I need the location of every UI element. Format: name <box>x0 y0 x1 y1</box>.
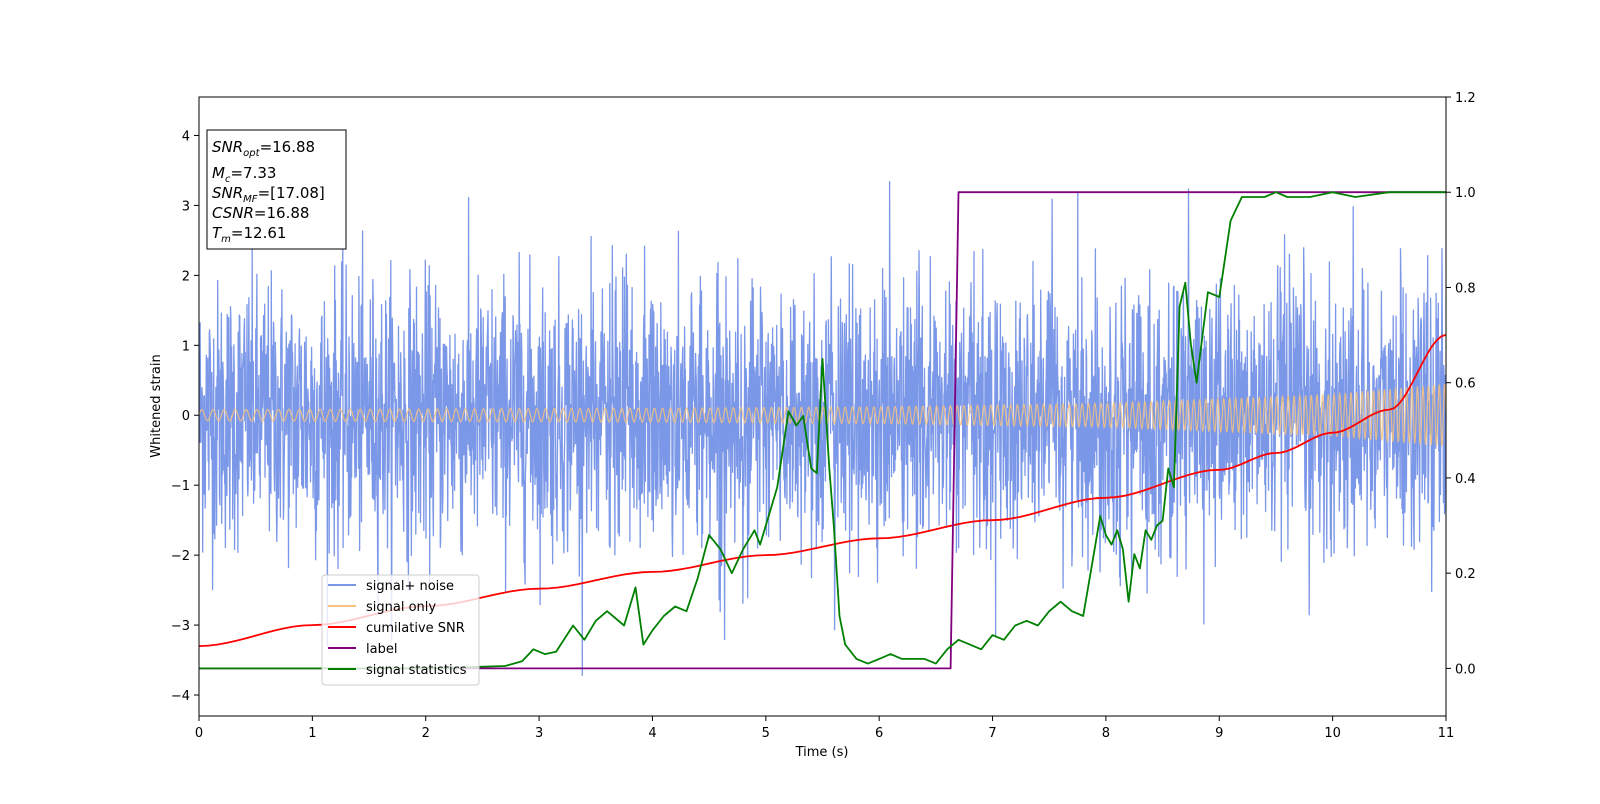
info-snr-opt-value: =16.88 <box>260 138 316 156</box>
y-tick-label: 0 <box>182 409 190 424</box>
info-csnr: CSNR=16.88 <box>212 204 309 222</box>
y-tick-label: 1 <box>182 339 190 354</box>
x-tick-label: 11 <box>1438 726 1455 741</box>
info-mc: Mc=7.33 <box>212 164 276 185</box>
info-csnr-symbol: CSNR <box>212 204 254 222</box>
info-csnr-value: =16.88 <box>254 204 310 222</box>
info-tm-value: =12.61 <box>231 224 287 242</box>
x-axis: 0 1 2 3 4 5 6 7 8 9 10 11 <box>195 716 1454 741</box>
legend: signal+ noise signal only cumilative SNR… <box>321 574 480 686</box>
legend-label-signal-noise: signal+ noise <box>366 579 454 594</box>
series-layer <box>199 180 1446 676</box>
info-snr-opt-subscript: opt <box>243 148 260 159</box>
info-mc-symbol: M <box>212 164 225 182</box>
series-signal-only-line <box>199 383 1446 447</box>
y2-tick-label: 0.4 <box>1455 472 1476 487</box>
info-snr-mf-symbol: SNR <box>212 184 243 202</box>
info-snr-mf: SNRMF=[17.08] <box>212 184 325 205</box>
y2-tick-label: 0.8 <box>1455 281 1476 296</box>
y-tick-label: 4 <box>182 129 190 144</box>
y2-tick-label: 0.0 <box>1455 662 1476 677</box>
x-tick-label: 4 <box>648 726 656 741</box>
x-tick-label: 2 <box>422 726 430 741</box>
y-axis-left: −4 −3 −2 −1 0 1 2 3 4 <box>171 129 199 704</box>
y-tick-label: −3 <box>171 619 190 634</box>
y-axis-label: Whitened strain <box>149 354 164 457</box>
info-box: SNRopt=16.88 Mc=7.33 SNRMF=[17.08] CSNR=… <box>206 129 347 250</box>
y2-tick-label: 0.6 <box>1455 377 1476 392</box>
y-tick-label: 2 <box>182 269 190 284</box>
x-tick-label: 10 <box>1324 726 1341 741</box>
series-label-line <box>199 191 1446 670</box>
info-mc-value: =7.33 <box>230 164 276 182</box>
x-tick-label: 1 <box>308 726 316 741</box>
x-tick-label: 0 <box>195 726 203 741</box>
y2-tick-label: 1.0 <box>1455 186 1476 201</box>
info-tm-symbol: T <box>212 224 223 242</box>
info-tm-subscript: m <box>221 234 231 245</box>
x-tick-label: 5 <box>762 726 770 741</box>
legend-label-cumulative-snr: cumilative SNR <box>366 621 465 636</box>
x-tick-label: 7 <box>988 726 996 741</box>
x-axis-label: Time (s) <box>795 745 849 760</box>
info-snr-opt: SNRopt=16.88 <box>212 138 315 159</box>
x-tick-label: 9 <box>1215 726 1223 741</box>
y2-tick-label: 0.2 <box>1455 567 1476 582</box>
x-tick-label: 8 <box>1102 726 1110 741</box>
info-snr-opt-symbol: SNR <box>212 138 243 156</box>
y2-tick-label: 1.2 <box>1455 91 1476 106</box>
x-tick-label: 6 <box>875 726 883 741</box>
y-tick-label: −4 <box>171 689 190 704</box>
info-snr-mf-value: =[17.08] <box>258 184 325 202</box>
legend-frame <box>321 574 480 686</box>
plot-frame <box>198 96 1447 717</box>
info-box-frame <box>206 129 347 250</box>
series-signal-statistics-line <box>199 191 1446 670</box>
y-axis-right: 0.0 0.2 0.4 0.6 0.8 1.0 1.2 <box>1446 91 1476 677</box>
y-tick-label: −2 <box>171 549 190 564</box>
legend-label-signal-statistics: signal statistics <box>366 663 467 678</box>
y-tick-label: −1 <box>171 479 190 494</box>
series-signal-noise-line <box>199 180 1446 676</box>
x-tick-label: 3 <box>535 726 543 741</box>
y-tick-label: 3 <box>182 199 190 214</box>
info-snr-mf-subscript: MF <box>243 194 258 205</box>
legend-label-label: label <box>366 642 397 657</box>
info-tm: Tm=12.61 <box>212 224 286 245</box>
legend-label-signal-only: signal only <box>366 600 436 615</box>
info-mc-subscript: c <box>225 174 231 185</box>
